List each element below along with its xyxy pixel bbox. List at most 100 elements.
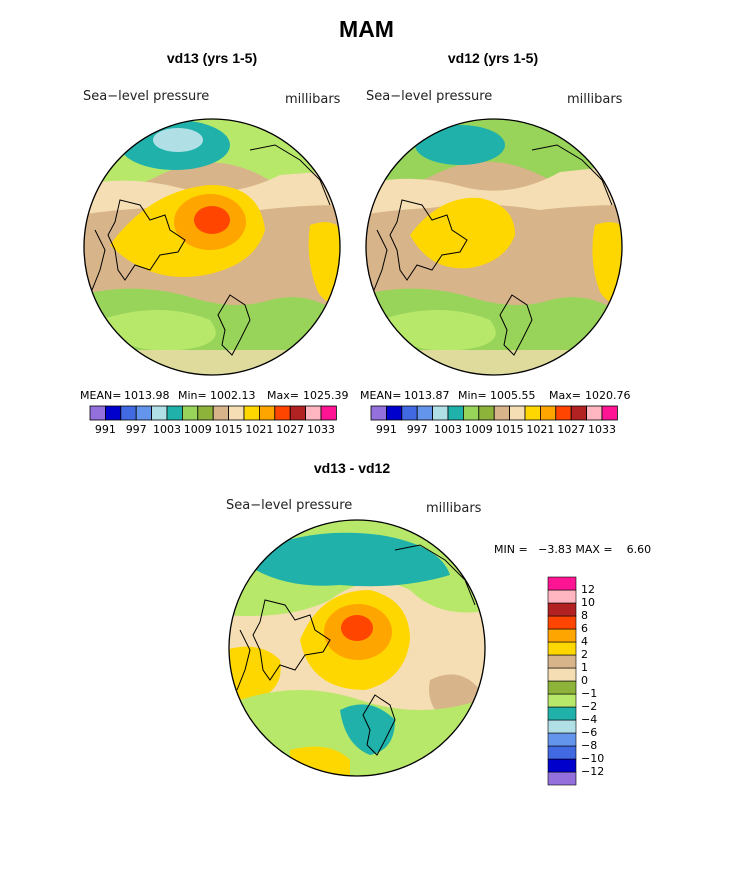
panel-2-max-label: Max= [549,389,581,402]
colorbar-3-tick-label: −6 [581,726,598,739]
colorbar-1-tick-label: 1027 [276,423,305,436]
panel-1-title: vd13 (yrs 1-5) [166,50,258,66]
colorbar-1-tick-label: 1009 [183,423,212,436]
colorbar-1-swatch [274,405,291,421]
panel-2-units-label: millibars [567,92,623,107]
colorbar-3-tick-label: −2 [581,700,598,713]
colorbar-2-tick-label: 1033 [588,423,616,436]
colorbar-2-swatch [601,405,618,421]
panel-3-units-label: millibars [426,501,482,516]
colorbar-2-swatch [447,405,464,421]
colorbar-3-swatch [547,602,577,617]
colorbar-3-swatch [547,615,577,630]
map-1-border [83,118,341,376]
map-3-positive-core [341,615,373,641]
colorbar-2-swatch [416,405,434,421]
panel-2-min-label: Min= [458,389,487,402]
map-2-mid-band [366,165,622,215]
map-2-coastline-america [373,229,388,291]
colorbar-1-swatch [258,405,276,421]
panel-1-variable-label: Sea−level pressure [83,89,210,104]
colorbar-2-swatch [401,405,418,421]
map-2-coastline-scandinavia [499,294,533,356]
panel-3-variable-label: Sea−level pressure [226,498,353,513]
colorbar-3-swatch [547,758,577,773]
colorbar-3-swatch [547,732,577,747]
map-3-negative-pacific [240,532,450,587]
map-3-negative-scandinavia [340,704,395,755]
colorbar-1-swatch [166,405,183,421]
colorbar-2-tick-label: 991 [375,423,397,436]
colorbar-3-tick-label: 4 [581,635,588,648]
colorbar-3-swatch [547,680,577,695]
colorbar-3-tick-label: −4 [581,713,598,726]
map-3-coastline-scandinavia [362,694,396,756]
colorbar-3-tick-label: 0 [581,674,588,687]
colorbar-3-tick-label: −1 [581,687,598,700]
colorbar-1-tick-label: 1033 [307,423,335,436]
colorbar-3-swatch [547,654,577,669]
map-2-coastline-asia [531,144,613,206]
colorbar-3-swatch [547,719,577,734]
panel-1-max-label: Max= [267,389,299,402]
colorbar-2-swatch [385,405,403,421]
map-1-icelandic-low [100,310,216,351]
colorbar-3-tick-label: 12 [581,583,595,596]
colorbar-1-swatch [181,405,199,421]
colorbar-1-swatch [197,405,214,421]
map-2-arctic-high [410,197,515,269]
panel-1-units-label: millibars [285,92,341,107]
colorbar-3-swatch [547,667,577,682]
colorbar-3-tick-label: 2 [581,648,588,661]
colorbar-1-swatch [289,405,307,421]
map-3-coastline-asia [394,544,476,606]
colorbar-2-tick-label: 1009 [464,423,493,436]
panel-2-min-value: 1005.55 [490,389,536,402]
map-1-coastline-asia [249,144,331,206]
colorbar-1-tick-label: 997 [125,423,147,436]
panel-2-title: vd12 (yrs 1-5) [447,50,539,66]
colorbar-3-swatch [547,576,577,591]
map-panel-1 [84,119,340,375]
colorbar-2-swatch [432,405,449,421]
colorbar-2-swatch [478,405,495,421]
colorbar-panel-2 [370,405,618,421]
colorbar-3-swatch [547,589,577,604]
map-1-aleutian-low-core [153,128,203,152]
colorbar-3-tick-label: −12 [581,765,605,778]
colorbar-1-tick-label: 991 [94,423,116,436]
colorbar-2-swatch [555,405,572,421]
colorbar-3-tick-label: −8 [581,739,598,752]
colorbar-1-swatch [89,405,106,421]
panel-2-variable-label: Sea−level pressure [366,89,493,104]
colorbar-2-swatch [540,405,557,421]
map-3-coastline-west [252,599,331,681]
colorbar-3-tick-label: −10 [581,752,605,765]
panel-2-mean-value: 1013.87 [404,389,450,402]
map-panel-3 [229,520,485,776]
panel-2-mean-label: MEAN= [360,389,402,402]
colorbar-2-tick-label: 1015 [495,423,524,436]
map-3-border [228,519,486,777]
colorbar-2-swatch [493,405,511,421]
colorbar-1-swatch [305,405,322,421]
colorbar-3-swatch [547,628,577,643]
map-3-coastline-america [236,629,251,691]
colorbar-2-swatch [586,405,603,421]
colorbar-3-tick-label: 10 [581,596,595,609]
colorbar-2-tick-label: 1027 [557,423,586,436]
colorbar-2-swatch [462,405,480,421]
colorbar-3-swatch [547,641,577,656]
figure-title: MAM [339,16,394,42]
colorbar-3-tick-label: 8 [581,609,588,622]
colorbar-panel-3 [547,576,577,786]
panel-2-max-value: 1020.76 [585,389,631,402]
colorbar-1-swatch [320,405,337,421]
colorbar-1-swatch [135,405,152,421]
colorbar-2-tick-label: 1003 [434,423,462,436]
colorbar-2-swatch [370,405,387,421]
panel-3-title: vd13 - vd12 [313,460,391,476]
colorbar-3-swatch [547,745,577,760]
colorbar-1-swatch [151,405,168,421]
